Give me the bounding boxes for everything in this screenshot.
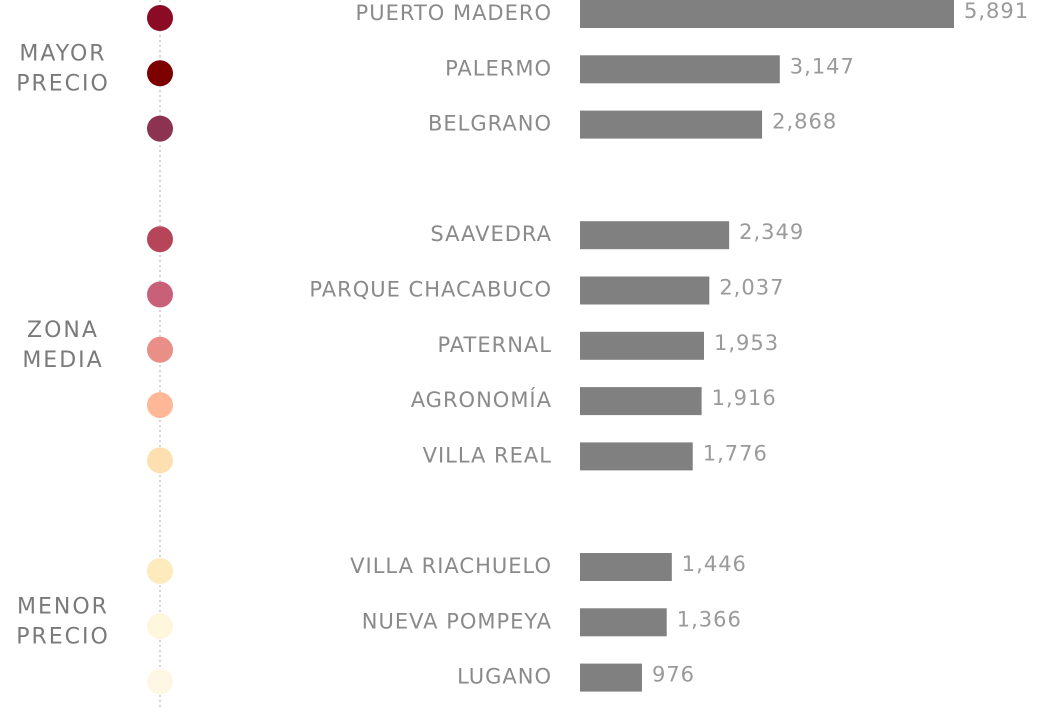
group-label: PRECIO (16, 624, 110, 649)
bar (580, 110, 763, 139)
value-label: 976 (652, 663, 695, 687)
value-label: 2,868 (772, 110, 837, 134)
category-label: BELGRANO (428, 112, 552, 136)
value-label: 2,349 (739, 220, 804, 244)
color-dot (147, 226, 173, 253)
bar (580, 55, 780, 84)
bar (580, 221, 730, 250)
bar (580, 331, 704, 360)
category-label: LUGANO (457, 665, 552, 689)
color-dot (147, 558, 173, 584)
color-dot (147, 392, 173, 419)
color-dot (147, 115, 173, 142)
bar (580, 387, 702, 416)
value-label: 3,147 (790, 54, 855, 78)
group-label: PRECIO (16, 71, 110, 96)
category-label: PALERMO (445, 56, 552, 80)
color-dot (147, 5, 173, 31)
value-label: 5,891 (964, 0, 1029, 23)
color-dot (147, 668, 173, 695)
value-label: 1,916 (712, 386, 777, 410)
group-label: MEDIA (22, 348, 103, 373)
group-label: MENOR (17, 594, 109, 619)
category-label: SAAVEDRA (430, 222, 552, 246)
group-label: ZONA (27, 318, 99, 343)
value-label: 1,446 (682, 552, 747, 576)
bar (580, 553, 672, 581)
bar (580, 0, 954, 28)
color-dot (147, 60, 173, 87)
bar (580, 663, 642, 692)
value-label: 1,366 (677, 607, 742, 631)
color-dot (147, 336, 173, 363)
category-label: VILLA RIACHUELO (350, 554, 552, 578)
color-dot (147, 447, 173, 474)
color-dot (147, 613, 173, 640)
category-label: PARQUE CHACABUCO (309, 278, 552, 302)
category-label: PATERNAL (437, 333, 552, 357)
value-label: 1,776 (703, 441, 768, 465)
category-label: VILLA REAL (423, 443, 552, 467)
color-dot (147, 281, 173, 308)
bar (580, 608, 667, 637)
value-label: 2,037 (719, 276, 784, 300)
category-label: AGRONOMÍA (411, 387, 552, 412)
group-label: MAYOR (19, 41, 106, 66)
category-label: NUEVA POMPEYA (362, 609, 552, 633)
bar (580, 276, 710, 305)
category-label: PUERTO MADERO (356, 1, 552, 25)
bar (580, 442, 693, 471)
value-label: 1,953 (714, 331, 779, 355)
